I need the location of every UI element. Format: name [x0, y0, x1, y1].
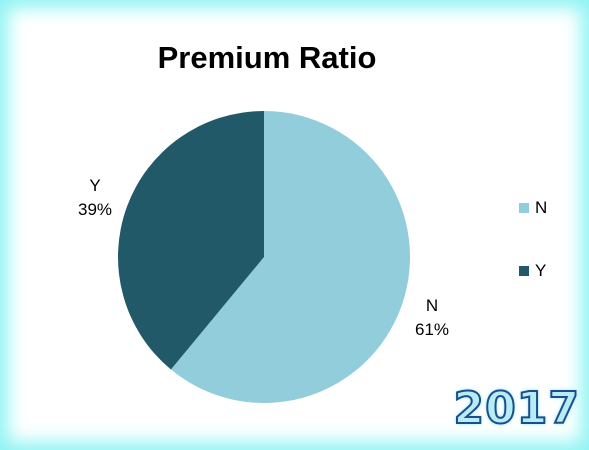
data-label-n-percent: 61% [414, 320, 450, 339]
data-label-y-percent: 39% [77, 200, 113, 219]
data-label-y-name: Y [89, 176, 101, 195]
legend-swatch-n [519, 203, 529, 213]
legend-item-y: Y [519, 261, 546, 281]
pie-slice-y [118, 111, 265, 370]
legend-label-n: N [535, 198, 548, 217]
pie-slice-n [170, 111, 410, 403]
year-badge: 2017 [453, 382, 580, 435]
legend-label-y: Y [535, 261, 547, 280]
data-label-n-name: N [425, 296, 439, 315]
data-label-n: N 61% [407, 294, 457, 342]
pie-slices [118, 111, 410, 403]
chart-title: Premium Ratio [157, 40, 377, 75]
legend-item-n: N [519, 198, 547, 218]
legend-swatch-y [519, 266, 529, 276]
data-label-y: Y 39% [70, 174, 120, 222]
